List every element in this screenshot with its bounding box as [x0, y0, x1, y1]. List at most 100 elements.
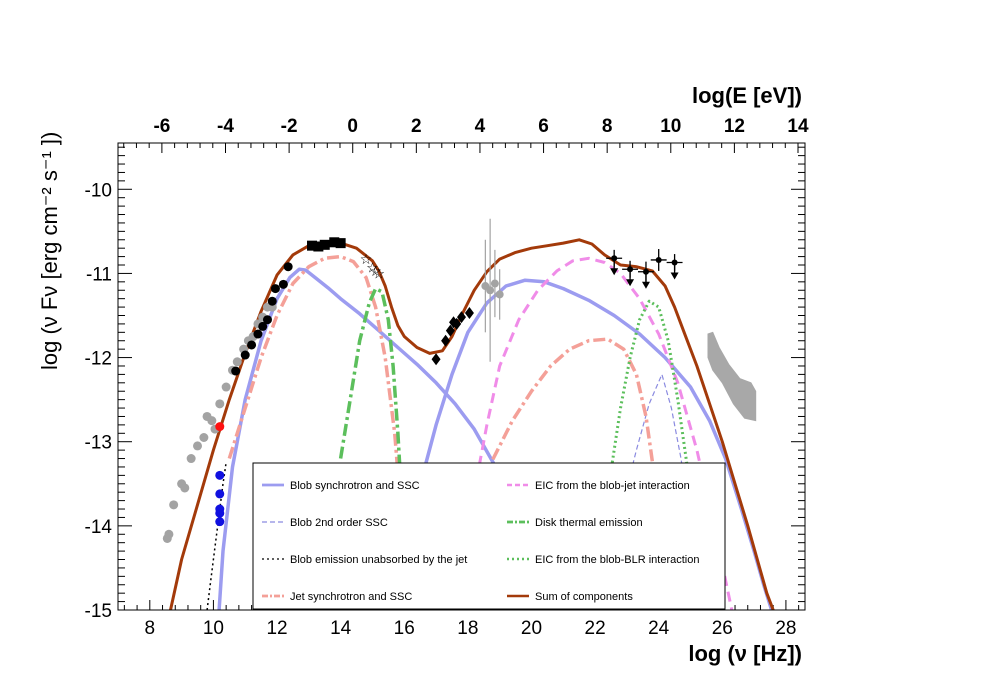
series-line [460, 256, 734, 610]
series-line [206, 462, 227, 610]
y-tick-label: -14 [85, 517, 113, 538]
y-axis-title: log (ν Fν [erg cm⁻² s⁻¹ ]) [37, 132, 62, 370]
data-point-circle [270, 284, 280, 294]
data-point-square [329, 237, 340, 248]
series-line [227, 254, 407, 552]
radio-point-blue [215, 489, 225, 499]
data-point-star: ☆ [360, 252, 373, 268]
radio-point-gray [199, 433, 209, 443]
series-line [169, 238, 775, 610]
legend-box: Blob synchrotron and SSC Blob 2nd order S… [252, 462, 726, 610]
xray-point-gray [486, 286, 495, 295]
data-point-star: ☆ [366, 261, 379, 277]
data-point-circle [240, 350, 250, 360]
y-tick-label: -13 [85, 433, 112, 454]
legend-label: Blob emission unabsorbed by the jet [290, 554, 467, 566]
radio-point-blue [215, 508, 225, 518]
data-point-circle [283, 262, 293, 272]
top-tick-label: -6 [153, 116, 170, 137]
series-line [453, 337, 667, 569]
y-tick-label: -10 [85, 180, 112, 201]
series-line [217, 267, 524, 610]
radio-point-gray [180, 483, 190, 493]
x-tick-label: 18 [457, 618, 478, 639]
data-point-diamond [441, 334, 451, 347]
legend-label: EIC from the blob-jet interaction [535, 480, 690, 492]
top-tick-label: -2 [281, 116, 298, 137]
upper-limit-arrow [641, 281, 650, 289]
radio-point-gray [221, 382, 231, 392]
x-tick-label: 24 [648, 618, 670, 639]
top-tick-label: 14 [787, 116, 809, 137]
xray-point-gray [490, 279, 499, 288]
legend-label: Disk thermal emission [535, 517, 643, 529]
series-line [593, 299, 708, 610]
x-tick-label: 20 [521, 618, 542, 639]
legend-label: Blob 2nd order SSC [290, 517, 388, 529]
x-tick-label: 22 [585, 618, 606, 639]
x-tick-label: 14 [330, 618, 352, 639]
data-point-circle [253, 329, 263, 339]
x-tick-label: 26 [712, 618, 733, 639]
top-tick-label: -4 [217, 116, 234, 137]
legend-label: Blob synchrotron and SSC [290, 480, 420, 492]
x-tick-label: 10 [203, 618, 224, 639]
radio-point-red [215, 422, 225, 432]
y-tick-label: -11 [86, 264, 112, 285]
top-tick-label: 12 [724, 116, 745, 137]
gamma-point [655, 256, 662, 263]
radio-point-gray [232, 357, 242, 367]
upper-limit-arrow [626, 279, 635, 287]
data-point-square [335, 238, 346, 249]
top-tick-label: 2 [411, 116, 422, 137]
top-tick-label: 0 [347, 116, 358, 137]
legend-label: EIC from the blob-BLR interaction [535, 554, 699, 566]
y-tick-label: -12 [85, 349, 112, 370]
data-point-diamond [445, 324, 455, 337]
data-point-circle [267, 296, 277, 306]
top-tick-label: 10 [660, 116, 681, 137]
data-point-diamond [457, 311, 466, 324]
x-tick-label: 16 [394, 618, 415, 639]
x-tick-label: 28 [775, 618, 796, 639]
radio-point-gray [186, 454, 196, 464]
upper-limit-arrow [610, 268, 619, 276]
radio-point-blue [215, 517, 225, 527]
data-point-star: ☆ [369, 264, 382, 280]
data-point-circle [278, 279, 288, 289]
series-line [338, 286, 410, 610]
x-tick-label: 12 [266, 618, 287, 639]
upper-limit-arrow [670, 272, 679, 280]
top-tick-label: 6 [538, 116, 549, 137]
model-curves [169, 238, 775, 610]
radio-point-gray [164, 529, 174, 539]
data-point-square [313, 241, 324, 252]
legend-entries: Blob synchrotron and SSC Blob 2nd order S… [262, 480, 699, 603]
data-point-square [307, 240, 318, 251]
data-point-diamond [431, 353, 441, 366]
radio-point-gray [193, 441, 203, 451]
data-point-square [319, 239, 330, 250]
axis-tick-labels: 8 10 12 14 16 18 20 22 24 26 28-10-11-12-13-14-15-… [85, 116, 809, 639]
x-tick-label: 8 [145, 618, 156, 639]
data-points: ☆☆☆☆ [162, 218, 683, 543]
radio-point-gray [169, 500, 179, 510]
data-point-circle [247, 340, 257, 350]
data-point-circle [231, 366, 241, 376]
y-tick-label: -15 [85, 601, 112, 622]
top-tick-label: 8 [602, 116, 613, 137]
top-tick-label: 4 [475, 116, 486, 137]
radio-point-gray [215, 399, 225, 409]
x-axis-title: log (ν [Hz]) [688, 641, 802, 666]
data-point-circle [258, 321, 268, 331]
xray-point-gray [495, 290, 504, 299]
data-point-circle [262, 315, 272, 325]
legend-label: Sum of components [535, 591, 633, 603]
data-point-diamond [452, 317, 462, 330]
radio-point-blue [215, 470, 225, 480]
top-axis-title: log(E [eV]) [692, 83, 802, 108]
data-point-diamond [464, 306, 474, 319]
tev-butterfly-band [707, 331, 757, 422]
plot-frame [117, 142, 806, 611]
